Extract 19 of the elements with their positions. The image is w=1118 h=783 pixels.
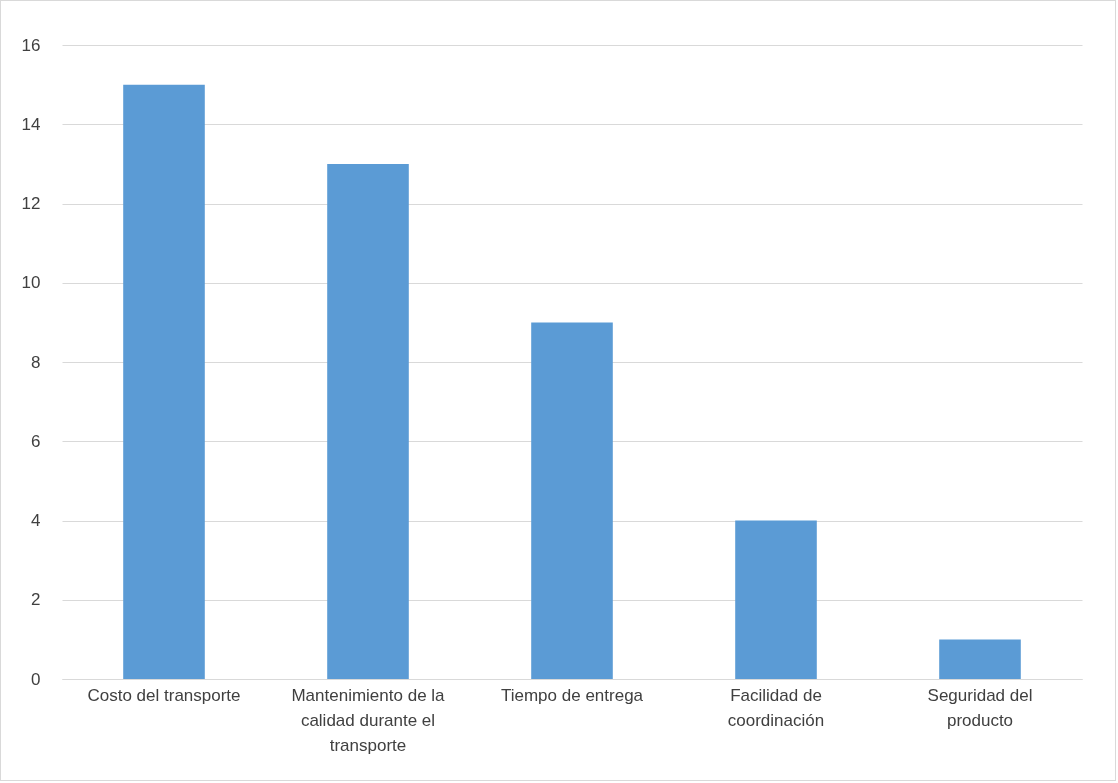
- y-tick-label: 2: [31, 590, 41, 610]
- y-tick-label: 14: [21, 114, 41, 134]
- y-tick-label: 4: [31, 511, 41, 530]
- x-tick-label: Mantenimiento de la calidad durante el transporte: [291, 685, 446, 755]
- y-tick-label: 12: [21, 194, 41, 213]
- bar: [939, 639, 1021, 679]
- y-tick-label: 16: [21, 35, 41, 55]
- y-tick-label: 10: [21, 273, 41, 293]
- bar: [531, 322, 613, 679]
- x-tick-label: Tiempo de entrega: [500, 685, 644, 705]
- y-tick-label: 6: [31, 431, 41, 451]
- x-tick-label: Facilidad de coordinación: [727, 685, 825, 730]
- bar: [123, 84, 205, 679]
- bar: [327, 163, 409, 679]
- y-tick-label: 0: [31, 669, 41, 689]
- y-tick-label: 8: [31, 352, 41, 372]
- x-tick-label: Seguridad del producto: [927, 685, 1033, 730]
- x-tick-label: Costo del transporte: [87, 685, 241, 705]
- bar: [735, 520, 817, 679]
